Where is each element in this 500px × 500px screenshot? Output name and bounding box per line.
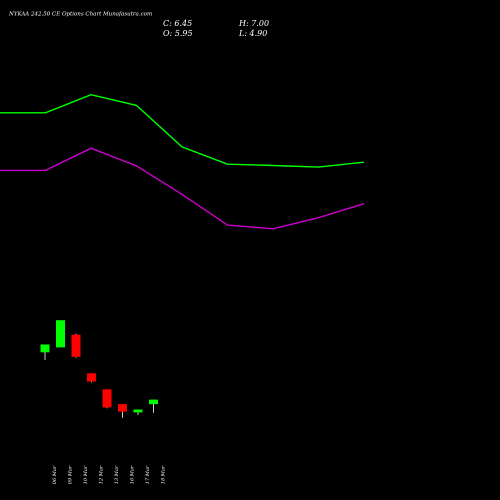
candle-body: [133, 409, 143, 413]
x-tick-label: 17 Mar: [145, 465, 151, 484]
candle: [87, 373, 96, 383]
chart-title: NYKAA 242.50 CE Options Chart Munafasutr…: [8, 12, 152, 18]
open-value: O: 5.95: [163, 29, 193, 38]
high-value: H: 7.00: [238, 19, 269, 28]
candle-body: [71, 334, 81, 357]
candle-body: [118, 404, 127, 412]
candle: [56, 320, 65, 348]
indicator-lines: [0, 93, 365, 230]
x-tick-label: 09 Mar: [68, 465, 74, 484]
low-value: L: 4.90: [238, 29, 267, 38]
candle: [133, 409, 143, 415]
upper-band-line: [0, 93, 365, 168]
x-tick-label: 10 Mar: [83, 465, 89, 484]
x-tick-label: 06 Mar: [52, 465, 58, 484]
candle: [40, 344, 50, 361]
candle: [118, 404, 127, 418]
x-tick-label: 18 Mar: [161, 465, 167, 484]
close-value: C: 6.45: [163, 19, 192, 28]
candle-body: [56, 320, 65, 348]
candle: [71, 333, 81, 358]
candle-body: [102, 389, 112, 408]
x-axis-ticks: 06 Mar 09 Mar 10 Mar 12 Mar 13 Mar 16 Mar 17 M…: [52, 465, 167, 484]
candle-body: [149, 399, 158, 405]
candles: [40, 320, 158, 418]
candle-body: [40, 344, 50, 353]
x-tick-label: 13 Mar: [114, 465, 120, 484]
x-tick-label: 12 Mar: [99, 465, 105, 484]
lower-band-line: [0, 147, 365, 230]
candle: [102, 389, 112, 409]
candle-body: [87, 373, 96, 382]
x-tick-label: 16 Mar: [130, 465, 136, 484]
candle: [149, 399, 158, 413]
